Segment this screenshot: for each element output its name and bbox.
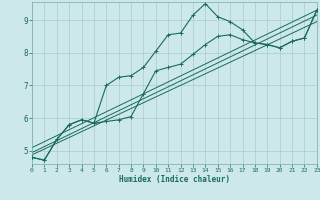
X-axis label: Humidex (Indice chaleur): Humidex (Indice chaleur) xyxy=(119,175,230,184)
